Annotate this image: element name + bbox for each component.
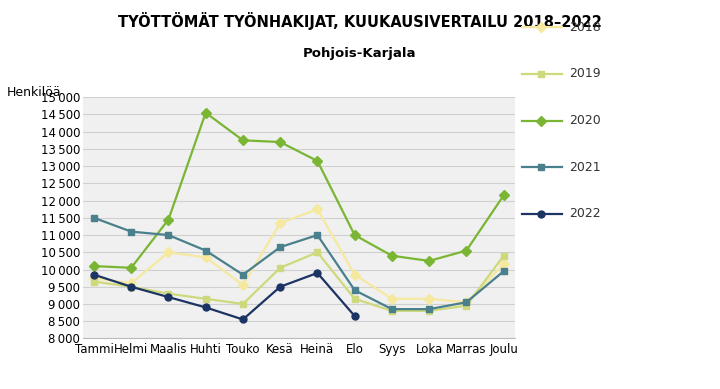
2019 xyxy=(425,308,433,313)
2019 xyxy=(351,296,359,301)
2019 xyxy=(164,291,173,296)
2018 xyxy=(164,250,173,255)
2022 xyxy=(202,305,210,310)
Line: 2021: 2021 xyxy=(91,214,507,313)
2021 xyxy=(164,233,173,237)
2021 xyxy=(499,269,508,273)
2021 xyxy=(202,248,210,253)
2018 xyxy=(90,276,99,280)
2021 xyxy=(387,307,396,312)
2019 xyxy=(202,296,210,301)
2022 xyxy=(313,271,322,275)
2019 xyxy=(313,250,322,255)
Text: 2021: 2021 xyxy=(569,161,600,174)
2019 xyxy=(499,253,508,258)
Line: 2022: 2022 xyxy=(91,270,358,323)
2021 xyxy=(351,288,359,293)
2022 xyxy=(90,272,99,277)
2018 xyxy=(202,255,210,260)
2022 xyxy=(127,284,135,289)
2018 xyxy=(499,262,508,267)
2018 xyxy=(425,296,433,301)
Line: 2020: 2020 xyxy=(91,109,507,271)
2019 xyxy=(238,301,247,306)
Text: 2018: 2018 xyxy=(569,21,600,34)
2022 xyxy=(276,284,284,289)
Text: TYÖTTÖMÄT TYÖNHAKIJAT, KUUKAUSIVERTAILU 2018–2022: TYÖTTÖMÄT TYÖNHAKIJAT, KUUKAUSIVERTAILU … xyxy=(118,12,602,30)
2019 xyxy=(387,308,396,313)
2021 xyxy=(425,307,433,312)
Text: Henkilöä: Henkilöä xyxy=(7,86,62,98)
2019 xyxy=(90,279,99,284)
2019 xyxy=(462,303,471,308)
2018 xyxy=(387,296,396,301)
2018 xyxy=(127,281,135,286)
Text: 2022: 2022 xyxy=(569,207,600,221)
2018 xyxy=(238,283,247,287)
2018 xyxy=(351,272,359,277)
2021 xyxy=(276,245,284,249)
2021 xyxy=(127,229,135,234)
2020 xyxy=(164,217,173,222)
2020 xyxy=(387,253,396,258)
2019 xyxy=(276,265,284,270)
2020 xyxy=(276,140,284,144)
2020 xyxy=(351,233,359,237)
2019 xyxy=(127,284,135,289)
2020 xyxy=(127,265,135,270)
2021 xyxy=(238,272,247,277)
2020 xyxy=(202,110,210,115)
2020 xyxy=(462,248,471,253)
2018 xyxy=(462,300,471,305)
Text: 2019: 2019 xyxy=(569,67,600,81)
2022 xyxy=(238,317,247,322)
Line: 2018: 2018 xyxy=(91,206,507,306)
2020 xyxy=(90,264,99,268)
Line: 2019: 2019 xyxy=(91,249,507,314)
2021 xyxy=(313,233,322,237)
2020 xyxy=(425,259,433,263)
2020 xyxy=(238,138,247,143)
2021 xyxy=(462,300,471,305)
2022 xyxy=(351,314,359,318)
2022 xyxy=(164,295,173,300)
2020 xyxy=(313,159,322,163)
2020 xyxy=(499,193,508,198)
2021 xyxy=(90,216,99,220)
Text: Pohjois-Karjala: Pohjois-Karjala xyxy=(303,47,417,60)
2018 xyxy=(276,221,284,225)
Text: 2020: 2020 xyxy=(569,114,600,127)
2018 xyxy=(313,207,322,212)
